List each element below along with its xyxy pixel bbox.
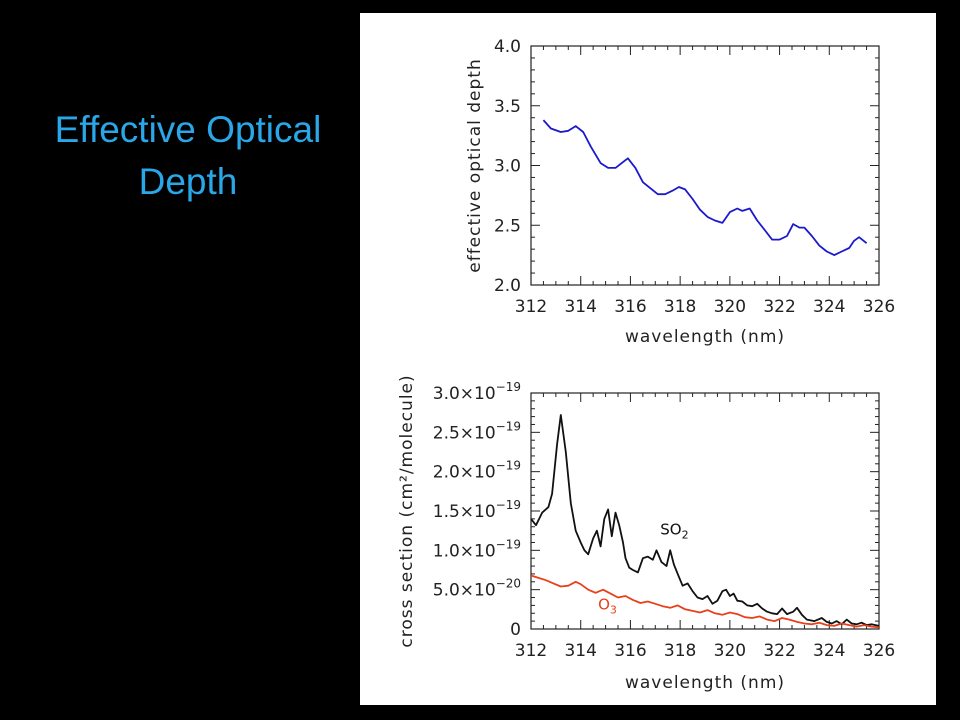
x-tick-label: 316 <box>614 297 646 317</box>
y-tick-mantissa: 5.0×10 <box>433 581 496 601</box>
y-tick-mantissa: 2.5×10 <box>433 423 496 443</box>
y-tick-exponent: −19 <box>496 498 521 512</box>
x-tick-label: 318 <box>664 297 696 317</box>
plot-frame <box>530 45 880 286</box>
annotation-text: O <box>598 595 610 613</box>
series-annotation: O3 <box>598 595 617 616</box>
y-tick-exponent: −19 <box>496 419 521 433</box>
x-tick-label: 312 <box>515 297 547 317</box>
y-tick-label: 2.0 <box>494 276 521 296</box>
x-tick-label: 320 <box>714 641 746 661</box>
x-tick-label: 316 <box>614 641 646 661</box>
y-tick-mantissa: 1.0×10 <box>433 541 496 561</box>
series-line-o3 <box>530 574 880 629</box>
x-axis-label: wavelength (nm) <box>625 327 785 347</box>
cross-section-chart: 312 314 316 318 320 322 324 326 0 5.0×10−20 1.0×10… <box>397 374 895 693</box>
y-axis-label: effective optical depth <box>465 58 485 273</box>
series-line-optical-depth <box>542 119 868 257</box>
series-annotation: SO2 <box>660 521 688 542</box>
slide-title-line-2: Depth <box>138 161 238 202</box>
y-tick-label: 1.5×10−19 <box>433 498 521 522</box>
x-tick-label: 320 <box>714 297 746 317</box>
y-tick-exponent: −20 <box>496 577 521 591</box>
x-tick-label: 314 <box>564 297 596 317</box>
x-tick-label: 322 <box>763 641 795 661</box>
series-line-so2 <box>530 414 880 627</box>
y-tick-exponent: −19 <box>496 537 521 551</box>
y-tick-mantissa: 0 <box>510 620 521 640</box>
annotation-text: SO <box>660 521 681 539</box>
y-tick-label: 4.0 <box>494 37 521 57</box>
slide-title-line-1: Effective Optical <box>54 109 322 150</box>
y-tick-label: 3.0 <box>494 157 521 177</box>
y-tick-label: 5.0×10−20 <box>433 577 521 601</box>
optical-depth-chart: 312 314 316 318 320 322 324 326 2.0 2.5 3.0 3.5 4.0 w… <box>465 37 895 347</box>
y-tick-exponent: −19 <box>496 380 521 394</box>
y-tick-label: 0 <box>510 620 521 640</box>
x-tick-label: 322 <box>763 297 795 317</box>
y-tick-mantissa: 1.5×10 <box>433 502 496 522</box>
slide-title: Effective Optical Depth <box>18 104 358 208</box>
y-tick-label: 2.5×10−19 <box>433 419 521 443</box>
x-tick-label: 324 <box>813 297 845 317</box>
x-tick-label: 312 <box>515 641 547 661</box>
y-tick-label: 2.0×10−19 <box>433 459 521 483</box>
x-tick-label: 318 <box>664 641 696 661</box>
y-tick-exponent: −19 <box>496 459 521 473</box>
y-tick-label: 3.0×10−19 <box>433 380 521 404</box>
plot-frame <box>530 392 880 630</box>
y-tick-mantissa: 3.0×10 <box>433 384 496 404</box>
figure-panel: 312 314 316 318 320 322 324 326 2.0 2.5 3.0 3.5 4.0 w… <box>360 13 936 705</box>
x-tick-label: 324 <box>813 641 845 661</box>
figure-svg: 312 314 316 318 320 322 324 3262.02.53.03.54.0w… <box>397 37 895 693</box>
y-tick-label: 2.5 <box>494 216 521 236</box>
y-tick-mantissa: 2.0×10 <box>433 463 496 483</box>
x-tick-label: 326 <box>863 641 895 661</box>
y-tick-label: 1.0×10−19 <box>433 537 521 561</box>
x-tick-label: 314 <box>564 641 596 661</box>
y-tick-label: 3.5 <box>494 97 521 117</box>
y-axis-label: cross section (cm²/molecule) <box>397 374 417 647</box>
annotation-subscript: 2 <box>682 529 689 542</box>
x-tick-label: 326 <box>863 297 895 317</box>
annotation-subscript: 3 <box>610 603 617 616</box>
x-axis-label: wavelength (nm) <box>625 673 785 693</box>
